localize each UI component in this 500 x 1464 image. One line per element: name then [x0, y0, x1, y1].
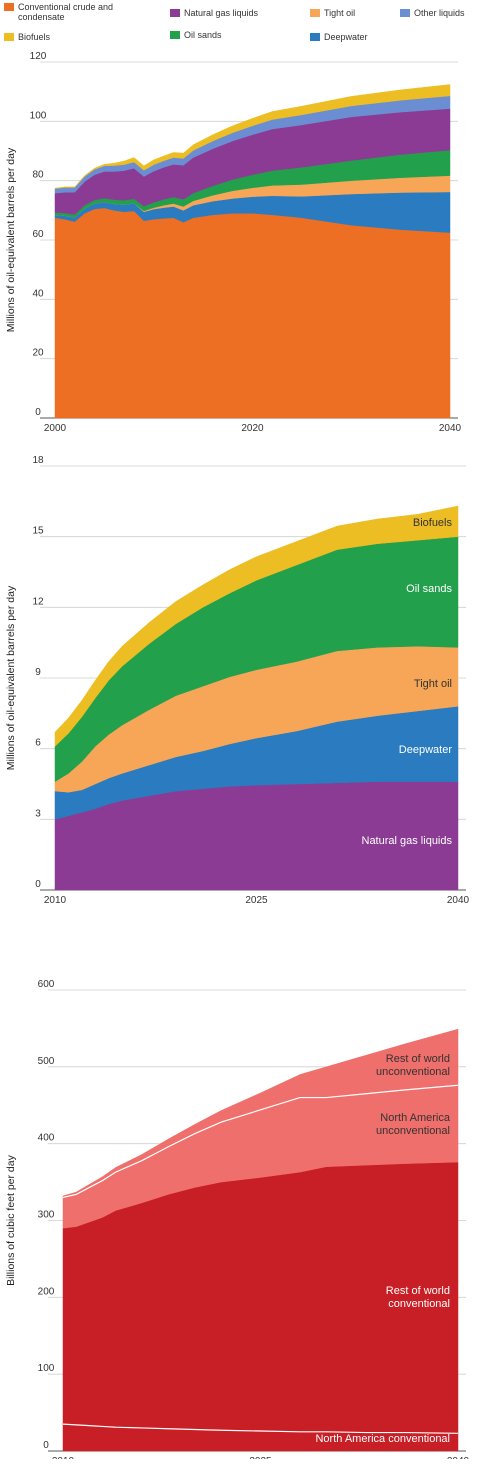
y-tick-label: 18 [32, 455, 44, 466]
legend-item: Biofuels [4, 32, 50, 42]
y-tick-label: 0 [35, 879, 41, 890]
area-annotation: Natural gas liquids [362, 835, 453, 847]
legend-label: Oil sands [184, 30, 222, 40]
series-separator-line [62, 1423, 459, 1434]
y-tick-label: 60 [32, 229, 44, 240]
legend-swatch [4, 3, 14, 11]
y-tick-label: 120 [30, 51, 47, 62]
y-tick-label: 3 [35, 808, 41, 819]
area-annotation: Rest of world conventional [386, 1285, 450, 1310]
y-axis-label: Millions of oil-equivalent barrels per d… [5, 585, 17, 770]
area-annotation: North America unconventional [376, 1112, 451, 1137]
legend-label: Tight oil [324, 8, 356, 18]
legend-swatch [170, 9, 180, 17]
y-axis-label: Millions of oil-equivalent barrels per d… [5, 147, 17, 332]
x-tick-label: 2025 [245, 895, 268, 906]
y-tick-label: 80 [32, 170, 44, 181]
x-tick-label: 2010 [44, 895, 67, 906]
legend-item: Natural gas liquids [170, 8, 258, 18]
area-annotation: Tight oil [414, 678, 452, 690]
legend-label: Deepwater [324, 32, 368, 42]
chart1-legend: Conventional crude and condensate Natural… [0, 0, 500, 46]
legend-label: Conventional crude and condensate [18, 2, 114, 22]
area-series [54, 505, 459, 747]
legend-label: Biofuels [18, 32, 51, 42]
y-tick-label: 100 [38, 1363, 55, 1374]
y-tick-label: 20 [32, 348, 44, 359]
x-tick-label: 2000 [44, 423, 67, 434]
y-tick-label: 400 [38, 1133, 55, 1144]
legend-swatch [170, 31, 180, 39]
y-tick-label: 300 [38, 1210, 55, 1221]
legend-label: Other liquids [414, 8, 465, 18]
legend-item: Tight oil [310, 8, 355, 18]
x-tick-label: 2040 [439, 423, 462, 434]
y-tick-label: 600 [38, 979, 55, 990]
area-annotation: North America conventional [315, 1433, 450, 1445]
area-series [54, 207, 451, 419]
legend-swatch [4, 33, 14, 41]
legend-swatch [400, 9, 410, 17]
y-tick-label: 500 [38, 1056, 55, 1067]
legend-item: Deepwater [310, 32, 368, 42]
y-tick-label: 9 [35, 667, 41, 678]
legend-swatch [310, 9, 320, 17]
area-series [54, 84, 451, 189]
series-separator-line [62, 1084, 459, 1199]
y-tick-label: 100 [30, 110, 47, 121]
y-tick-label: 6 [35, 738, 41, 749]
legend-swatch [310, 33, 320, 41]
chart-2: 0 3 6 9 12 15 18 2010 2025 2040 Millions of oil-eq… [5, 455, 470, 906]
legend-item: Other liquids [400, 8, 465, 18]
y-tick-label: 15 [32, 526, 44, 537]
chart-3: 0100200300400500600201020252040Billions … [5, 979, 470, 1464]
x-tick-label: 2040 [447, 895, 470, 906]
y-axis-label: Billions of cubic feet per day [5, 1154, 17, 1285]
y-tick-label: 40 [32, 288, 44, 299]
y-tick-label: 200 [38, 1286, 55, 1297]
y-tick-label: 12 [32, 596, 44, 607]
legend-item: Oil sands [170, 30, 222, 40]
legend-item: Conventional crude and condensate [4, 2, 154, 22]
area-annotation: Biofuels [413, 517, 453, 529]
y-tick-label: 0 [35, 407, 41, 418]
x-tick-label: 2020 [241, 423, 264, 434]
y-tick-label: 0 [43, 1440, 49, 1451]
area-annotation: Rest of world unconventional [376, 1053, 450, 1078]
area-annotation: Deepwater [399, 744, 453, 756]
area-annotation: Oil sands [406, 583, 452, 595]
legend-label: Natural gas liquids [184, 8, 259, 18]
